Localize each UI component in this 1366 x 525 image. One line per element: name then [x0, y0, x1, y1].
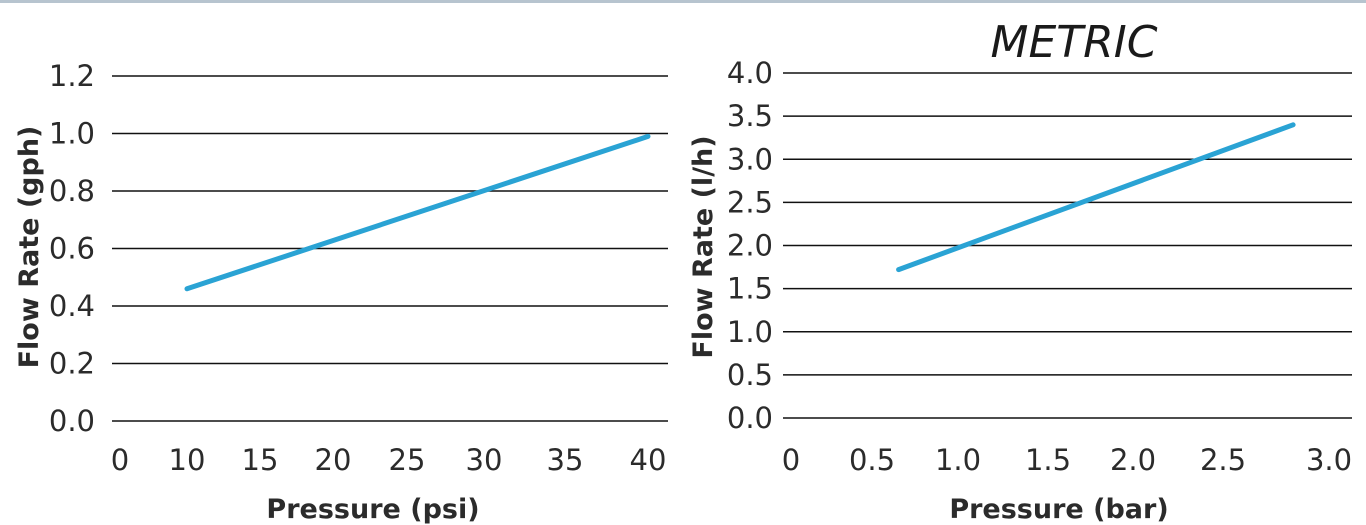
metric-x-tick-label: 1.5: [1025, 443, 1071, 477]
metric-y-tick-label: 0.5: [727, 358, 773, 392]
metric-x-tick-label: 0.5: [849, 443, 895, 477]
metric-x-tick-label: 3.0: [1306, 443, 1352, 477]
metric-y-tick-label: 2.0: [727, 229, 773, 263]
metric-y-tick-label: 4.0: [727, 56, 773, 90]
imperial-y-tick-label: 0.0: [49, 404, 95, 438]
metric-y-axis-title: Flow Rate (l/h): [688, 135, 719, 358]
imperial-x-tick-label: 0: [111, 443, 129, 477]
imperial-y-tick-label: 0.4: [49, 289, 95, 323]
metric-y-tick-label: 2.5: [727, 185, 773, 219]
metric-x-axis-title: Pressure (bar): [949, 494, 1168, 525]
metric-x-tick-label: 0: [782, 443, 800, 477]
metric-x-tick-label: 2.5: [1200, 443, 1246, 477]
metric-y-tick-label: 3.5: [727, 99, 773, 133]
imperial-flow-rate-line: [184, 133, 651, 292]
imperial-y-axis-title: Flow Rate (gph): [14, 126, 45, 369]
imperial-x-tick-label: 15: [242, 443, 279, 477]
imperial-y-tick-label: 0.8: [49, 174, 95, 208]
imperial-y-tick-label: 1.2: [49, 59, 95, 93]
metric-y-tick-label: 1.5: [727, 272, 773, 306]
metric-x-tick-label: 1.0: [935, 443, 981, 477]
metric-flow-rate-line: [896, 122, 1296, 273]
metric-chart-title: METRIC: [991, 17, 1158, 68]
imperial-x-tick-label: 40: [630, 443, 667, 477]
imperial-x-tick-label: 20: [315, 443, 352, 477]
imperial-y-tick-label: 0.2: [49, 347, 95, 381]
metric-y-tick-label: 3.0: [727, 142, 773, 176]
imperial-y-tick-label: 1.0: [49, 117, 95, 151]
top-rule: [0, 0, 1366, 3]
imperial-x-tick-label: 10: [169, 443, 206, 477]
metric-y-tick-label: 1.0: [727, 315, 773, 349]
metric-y-tick-label: 0.0: [727, 401, 773, 435]
imperial-x-axis-title: Pressure (psi): [266, 494, 479, 525]
imperial-x-tick-label: 30: [466, 443, 503, 477]
imperial-y-tick-label: 0.6: [49, 232, 95, 266]
imperial-x-tick-label: 25: [389, 443, 426, 477]
metric-x-tick-label: 2.0: [1110, 443, 1156, 477]
imperial-x-tick-label: 35: [547, 443, 584, 477]
